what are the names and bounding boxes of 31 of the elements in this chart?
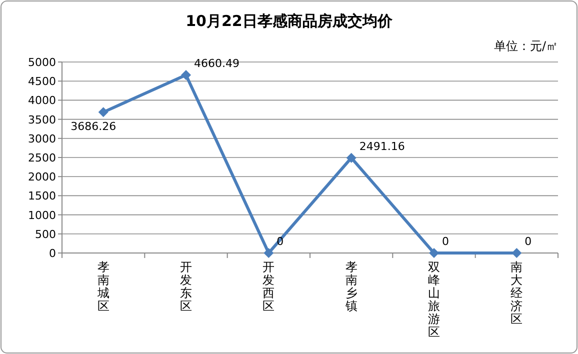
point — [512, 248, 522, 258]
y-tick-label: 500 — [35, 228, 56, 241]
x-tick-label: 开发西区 — [262, 260, 275, 313]
x-tick-label: 孝南乡镇 — [344, 260, 358, 313]
x-tick-label: 开发东区 — [180, 260, 192, 313]
data-label: 3686.26 — [70, 120, 116, 134]
y-tick-label: 3500 — [28, 113, 56, 126]
point — [264, 248, 274, 258]
y-tick-label: 2000 — [28, 170, 56, 184]
y-tick-label: 4500 — [28, 75, 56, 88]
data-label: 0 — [276, 235, 284, 248]
point — [346, 152, 356, 163]
data-label: 0 — [524, 235, 532, 248]
chart-subtitle: 单位：元/㎡ — [494, 39, 558, 53]
x-tick-label: 孝南城区 — [96, 260, 110, 313]
data-label: 0 — [442, 235, 449, 248]
data-label: 2491.16 — [359, 140, 405, 153]
x-tick-label: 南大经济区 — [510, 260, 523, 326]
y-tick-label: 1000 — [28, 208, 56, 222]
y-tick-label: 4000 — [28, 94, 56, 108]
y-tick-label: 0 — [49, 247, 56, 260]
x-tick-label: 双峰山旅游区 — [428, 260, 440, 339]
chart-title: 10月22日孝感商品房成交均价 — [186, 12, 394, 30]
y-tick-label: 5000 — [28, 56, 56, 69]
y-tick-label: 3000 — [28, 132, 56, 146]
point — [98, 107, 108, 118]
data-label: 4660.49 — [194, 56, 240, 70]
point — [181, 70, 191, 80]
point — [429, 248, 439, 258]
y-tick-label: 1500 — [28, 190, 56, 203]
y-tick-label: 2500 — [28, 152, 56, 164]
